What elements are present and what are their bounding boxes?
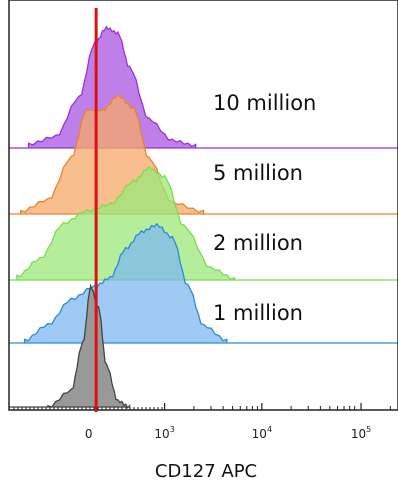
histogram-area xyxy=(9,93,398,215)
histogram-area xyxy=(9,165,398,281)
x-axis-ticks xyxy=(13,403,391,410)
series-labels: 10 million 5 million 2 million 1 million xyxy=(213,91,316,325)
x-tick-label: 105 xyxy=(351,425,371,441)
x-axis-title: CD127 APC xyxy=(155,461,257,482)
histogram-area xyxy=(9,222,398,344)
histogram-area xyxy=(9,25,398,149)
series-label: 2 million xyxy=(213,231,303,255)
x-tick-label: 103 xyxy=(154,425,174,441)
histogram-series xyxy=(9,93,398,215)
series-label: 10 million xyxy=(213,91,316,115)
series-label: 5 million xyxy=(213,161,303,185)
histogram-series xyxy=(9,222,398,344)
histogram-tracks xyxy=(9,25,398,409)
series-label: 1 million xyxy=(213,301,303,325)
x-tick-label: 104 xyxy=(252,425,272,441)
histogram-series xyxy=(9,25,398,149)
plot-frame xyxy=(8,0,398,411)
histogram-series xyxy=(9,165,398,281)
x-tick-label: 0 xyxy=(85,427,93,441)
x-axis-tick-labels: 0 103 104 105 xyxy=(85,425,371,441)
